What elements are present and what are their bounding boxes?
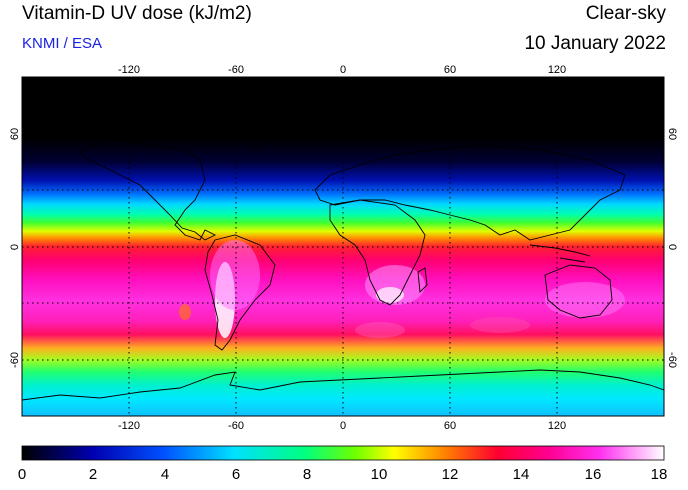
lat-tick-label: 60 (666, 128, 678, 140)
lat-tick-label: 60 (9, 128, 21, 140)
lat-tick-label: 0 (666, 244, 678, 250)
colorbar-tick-label: 10 (371, 466, 388, 483)
colorbar-tick-label: 12 (442, 466, 459, 483)
sky-mode-label: Clear-sky (585, 3, 666, 24)
lon-tick-label: -60 (228, 420, 244, 432)
map-frame (21, 76, 665, 417)
left-lat-ticks: 60 0 -60 (9, 128, 21, 368)
lon-tick-label: -120 (118, 420, 140, 432)
date-label: 10 January 2022 (524, 33, 666, 54)
lon-tick-label: -60 (228, 64, 244, 76)
colorbar-tick-label: 18 (651, 466, 668, 483)
top-lon-ticks: -120 -60 0 60 120 (118, 64, 566, 76)
colorbar-tick-label: 14 (513, 466, 530, 483)
colorbar (21, 445, 665, 461)
credit-label: KNMI / ESA (22, 35, 103, 52)
lon-tick-label: 60 (444, 64, 456, 76)
lat-tick-label: 0 (9, 244, 21, 250)
colorbar-tick-label: 8 (303, 466, 311, 483)
colorbar-tick-label: 16 (585, 466, 602, 483)
lon-tick-label: 120 (548, 64, 566, 76)
lon-tick-label: 60 (444, 420, 456, 432)
colorbar-tick-label: 0 (18, 466, 26, 483)
lon-tick-label: -120 (118, 64, 140, 76)
colorbar-tick-label: 6 (232, 466, 240, 483)
colorbar-ticks: 0 2 4 6 8 10 12 14 16 18 (18, 466, 668, 483)
coastlines (22, 99, 664, 401)
right-lat-ticks: 60 0 -60 (666, 128, 678, 368)
colorbar-tick-label: 2 (89, 466, 97, 483)
lon-tick-label: 0 (340, 420, 346, 432)
graticule (22, 77, 664, 416)
map-title: Vitamin-D UV dose (kJ/m2) (22, 3, 252, 24)
colorbar-tick-label: 4 (161, 466, 169, 483)
bottom-lon-ticks: -120 -60 0 60 120 (118, 420, 566, 432)
lon-tick-label: 0 (340, 64, 346, 76)
lon-tick-label: 120 (548, 420, 566, 432)
lat-tick-label: -60 (666, 352, 678, 368)
lat-tick-label: -60 (9, 352, 21, 368)
